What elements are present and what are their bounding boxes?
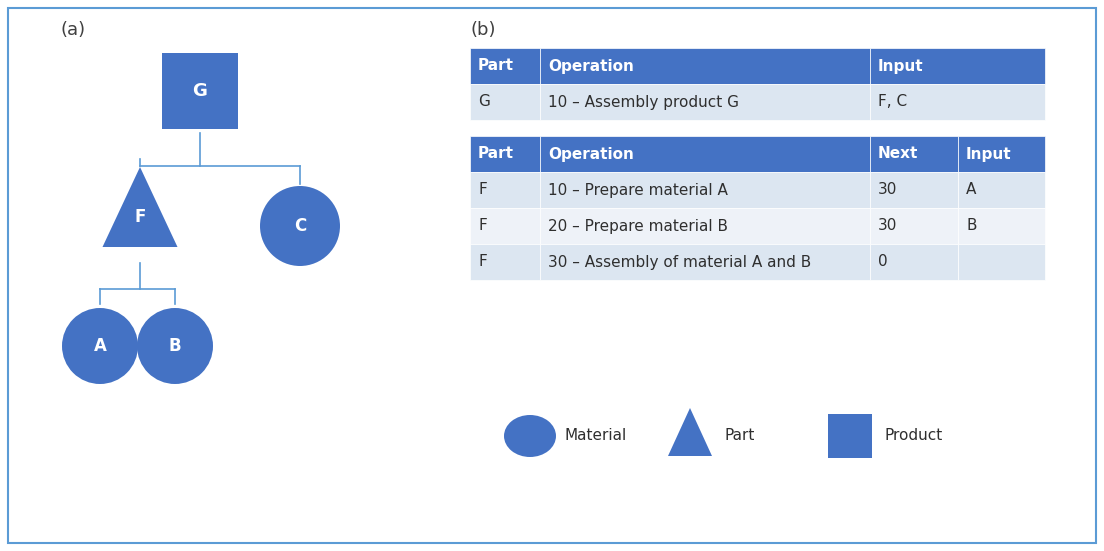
Bar [958, 136, 1045, 172]
Text: Product: Product [884, 429, 942, 444]
Text: 10 – Prepare material A: 10 – Prepare material A [548, 182, 728, 197]
Text: 30: 30 [878, 182, 898, 197]
Bar [870, 244, 958, 280]
Text: F: F [478, 219, 487, 234]
Polygon shape [103, 167, 178, 247]
Bar [870, 84, 1045, 120]
Bar [470, 244, 540, 280]
Text: 0: 0 [878, 255, 888, 269]
Bar [870, 172, 958, 208]
Text: Material: Material [564, 429, 626, 444]
Text: 30: 30 [878, 219, 898, 234]
Polygon shape [668, 408, 712, 456]
Text: Operation: Operation [548, 58, 634, 73]
Circle shape [261, 186, 340, 266]
Bar [870, 208, 958, 244]
Text: Input: Input [966, 147, 1011, 161]
Text: F: F [135, 208, 146, 226]
Text: F: F [478, 182, 487, 197]
Bar [540, 172, 870, 208]
Text: Next: Next [878, 147, 919, 161]
Text: B: B [966, 219, 977, 234]
Text: 20 – Prepare material B: 20 – Prepare material B [548, 219, 728, 234]
Text: 10 – Assembly product G: 10 – Assembly product G [548, 95, 739, 110]
Bar [540, 208, 870, 244]
Text: G: G [192, 82, 208, 100]
Bar [958, 208, 1045, 244]
Bar [470, 136, 540, 172]
Bar [958, 172, 1045, 208]
Text: (a): (a) [60, 21, 85, 39]
Text: (b): (b) [470, 21, 496, 39]
Bar [540, 48, 870, 84]
Text: Part: Part [724, 429, 754, 444]
Circle shape [137, 308, 213, 384]
Text: A: A [94, 337, 106, 355]
Bar [870, 48, 1045, 84]
Bar [470, 208, 540, 244]
Text: F: F [478, 255, 487, 269]
Bar [540, 136, 870, 172]
Text: Part: Part [478, 147, 514, 161]
Text: Input: Input [878, 58, 924, 73]
Bar [470, 48, 540, 84]
Text: A: A [966, 182, 976, 197]
Text: G: G [478, 95, 490, 110]
Text: Operation: Operation [548, 147, 634, 161]
Bar [162, 53, 238, 129]
Bar [470, 84, 540, 120]
Text: 30 – Assembly of material A and B: 30 – Assembly of material A and B [548, 255, 811, 269]
Text: C: C [294, 217, 306, 235]
Text: Part: Part [478, 58, 514, 73]
Bar [958, 244, 1045, 280]
Bar [828, 414, 872, 458]
Bar [540, 244, 870, 280]
Circle shape [62, 308, 138, 384]
Ellipse shape [505, 415, 556, 457]
Text: F, C: F, C [878, 95, 907, 110]
Bar [540, 84, 870, 120]
Text: B: B [169, 337, 181, 355]
Bar [470, 172, 540, 208]
Bar [870, 136, 958, 172]
